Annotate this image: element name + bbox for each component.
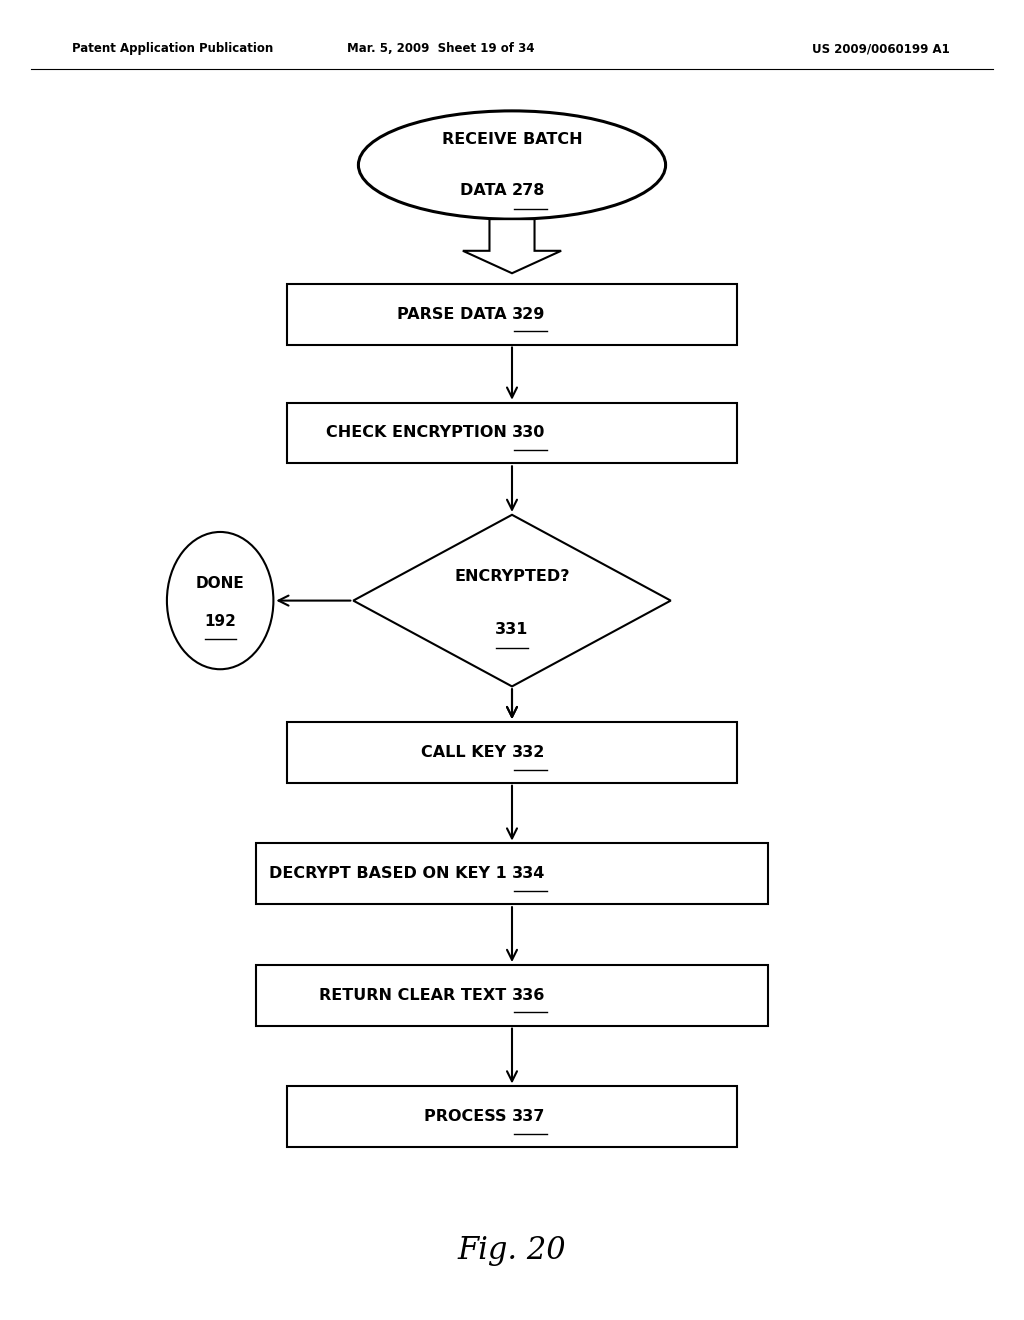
Text: Fig. 20: Fig. 20 [458, 1234, 566, 1266]
Text: 331: 331 [496, 622, 528, 638]
Polygon shape [463, 219, 561, 273]
Text: 336: 336 [512, 987, 546, 1003]
Text: PARSE DATA: PARSE DATA [396, 306, 512, 322]
Text: 330: 330 [512, 425, 546, 441]
Text: 334: 334 [512, 866, 546, 882]
Text: RETURN CLEAR TEXT: RETURN CLEAR TEXT [319, 987, 512, 1003]
Text: PROCESS: PROCESS [424, 1109, 512, 1125]
Text: Patent Application Publication: Patent Application Publication [72, 42, 273, 55]
Text: CALL KEY: CALL KEY [421, 744, 512, 760]
Text: DONE: DONE [196, 576, 245, 591]
Text: US 2009/0060199 A1: US 2009/0060199 A1 [812, 42, 949, 55]
Text: ENCRYPTED?: ENCRYPTED? [455, 569, 569, 585]
Text: 278: 278 [512, 182, 546, 198]
Text: 192: 192 [204, 614, 237, 630]
Text: DECRYPT BASED ON KEY 1: DECRYPT BASED ON KEY 1 [268, 866, 512, 882]
Text: CHECK ENCRYPTION: CHECK ENCRYPTION [326, 425, 512, 441]
Text: 337: 337 [512, 1109, 546, 1125]
Text: 332: 332 [512, 744, 546, 760]
Text: RECEIVE BATCH: RECEIVE BATCH [441, 132, 583, 148]
Text: DATA: DATA [460, 182, 512, 198]
Text: 329: 329 [512, 306, 546, 322]
Text: Mar. 5, 2009  Sheet 19 of 34: Mar. 5, 2009 Sheet 19 of 34 [346, 42, 535, 55]
